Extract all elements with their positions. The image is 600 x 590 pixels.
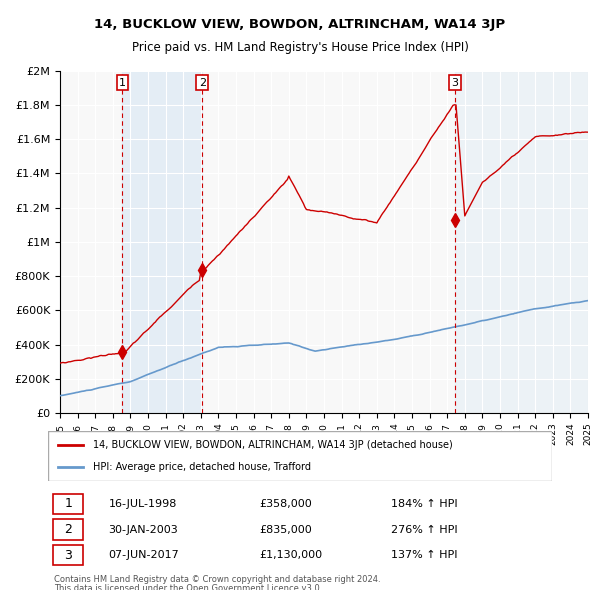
Text: 2: 2 — [199, 78, 206, 88]
FancyBboxPatch shape — [53, 545, 83, 565]
FancyBboxPatch shape — [53, 519, 83, 540]
FancyBboxPatch shape — [53, 494, 83, 514]
Text: 276% ↑ HPI: 276% ↑ HPI — [391, 525, 457, 535]
Text: 14, BUCKLOW VIEW, BOWDON, ALTRINCHAM, WA14 3JP (detached house): 14, BUCKLOW VIEW, BOWDON, ALTRINCHAM, WA… — [94, 440, 453, 450]
Text: 16-JUL-1998: 16-JUL-1998 — [109, 499, 177, 509]
Text: HPI: Average price, detached house, Trafford: HPI: Average price, detached house, Traf… — [94, 462, 311, 472]
Text: 1: 1 — [119, 78, 126, 88]
Bar — [455, 71, 588, 413]
Text: 184% ↑ HPI: 184% ↑ HPI — [391, 499, 457, 509]
Text: 07-JUN-2017: 07-JUN-2017 — [109, 550, 179, 560]
Bar — [122, 71, 202, 413]
Text: £358,000: £358,000 — [260, 499, 313, 509]
Text: Price paid vs. HM Land Registry's House Price Index (HPI): Price paid vs. HM Land Registry's House … — [131, 41, 469, 54]
Text: 3: 3 — [451, 78, 458, 88]
Text: This data is licensed under the Open Government Licence v3.0.: This data is licensed under the Open Gov… — [54, 584, 322, 590]
Text: 1: 1 — [64, 497, 72, 510]
Text: Contains HM Land Registry data © Crown copyright and database right 2024.: Contains HM Land Registry data © Crown c… — [54, 575, 380, 584]
Text: 14, BUCKLOW VIEW, BOWDON, ALTRINCHAM, WA14 3JP: 14, BUCKLOW VIEW, BOWDON, ALTRINCHAM, WA… — [94, 18, 506, 31]
Text: 30-JAN-2003: 30-JAN-2003 — [109, 525, 178, 535]
Text: £835,000: £835,000 — [260, 525, 313, 535]
Text: 3: 3 — [64, 549, 72, 562]
FancyBboxPatch shape — [48, 431, 552, 481]
Text: 137% ↑ HPI: 137% ↑ HPI — [391, 550, 457, 560]
Text: 2: 2 — [64, 523, 72, 536]
Text: £1,130,000: £1,130,000 — [260, 550, 323, 560]
